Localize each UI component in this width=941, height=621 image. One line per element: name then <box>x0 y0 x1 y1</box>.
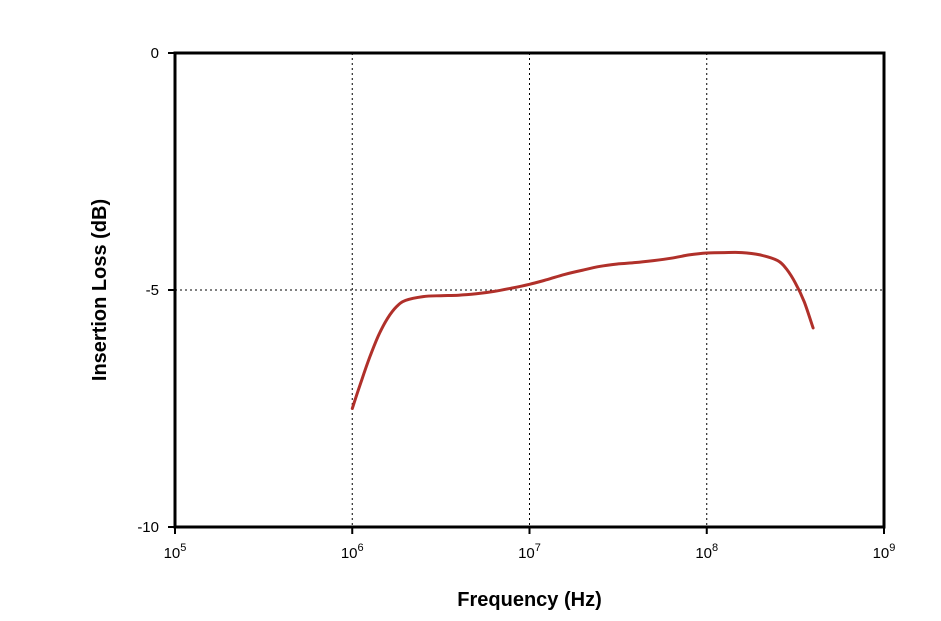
x-tick-label: 106 <box>341 542 364 562</box>
y-axis-title: Insertion Loss (dB) <box>89 199 111 381</box>
y-tick-label: 0 <box>151 45 159 62</box>
y-tick-label: -5 <box>146 282 159 299</box>
series-line <box>350 250 815 410</box>
gridlines <box>175 53 884 527</box>
x-axis-title: Frequency (Hz) <box>457 589 601 611</box>
y-tick-label: -10 <box>137 519 159 536</box>
y-axis-ticks: 0 -5 -10 <box>137 45 175 536</box>
x-tick-label: 107 <box>518 542 541 562</box>
x-tick-label: 109 <box>873 542 896 562</box>
x-tick-label: 108 <box>695 542 718 562</box>
x-axis-ticks: 105 106 107 108 109 <box>164 527 896 562</box>
x-tick-label: 105 <box>164 542 187 562</box>
